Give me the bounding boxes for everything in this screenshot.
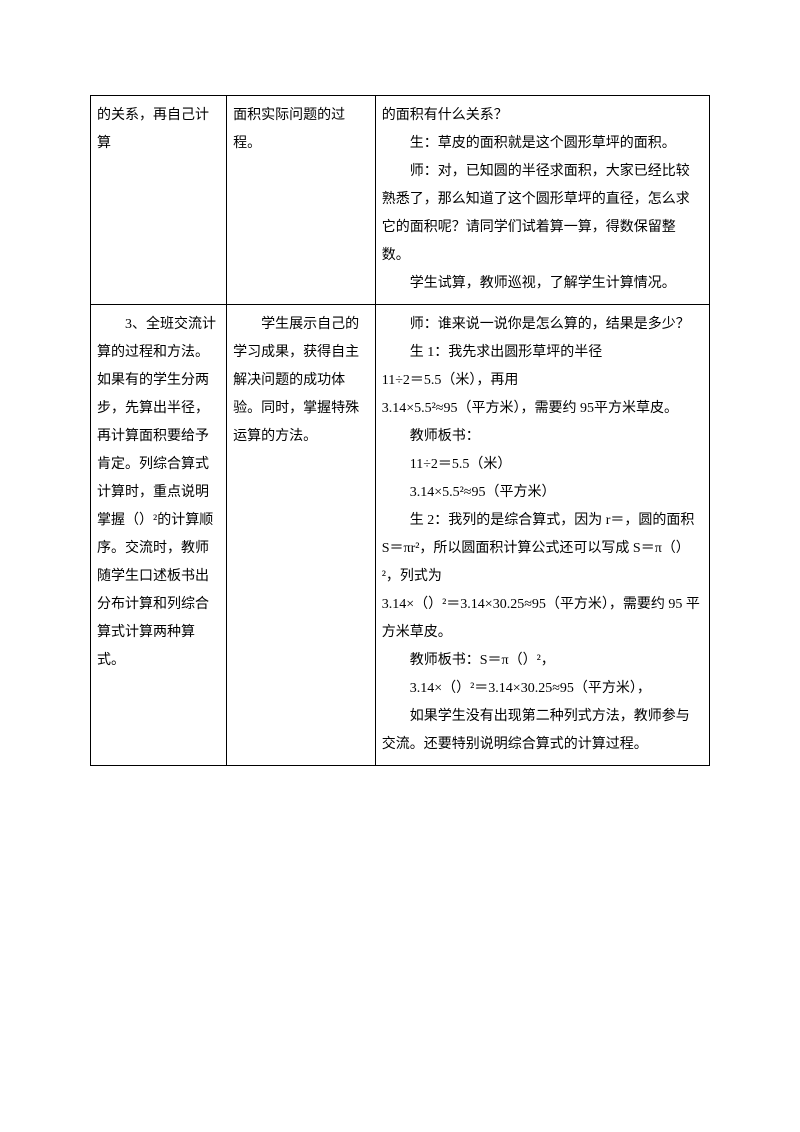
text-line: 的关系，再自己计算 [97,102,220,158]
text-line: 师：对，已知圆的半径求面积，大家已经比较熟悉了，那么知道了这个圆形草坪的直径，怎… [382,158,703,270]
table-row: 3、全班交流计算的过程和方法。如果有的学生分两步，先算出半径，再计算面积要给予肯… [91,305,710,766]
text-line: 教师板书：S＝π（）²， [382,647,703,675]
cell-purpose: 学生展示自己的学习成果，获得自主解决问题的成功体验。同时，掌握特殊运算的方法。 [227,305,376,766]
cell-purpose: 面积实际问题的过程。 [227,96,376,305]
text-line: 11÷2＝5.5（米），再用 [382,367,703,395]
text-line: 3、全班交流计算的过程和方法。如果有的学生分两步，先算出半径，再计算面积要给予肯… [97,311,220,675]
text-line: 3.14×（）²＝3.14×30.25≈95（平方米），需要约 95 平方米草皮… [382,591,703,647]
text-line: 3.14×（）²＝3.14×30.25≈95（平方米）， [382,675,703,703]
cell-dialogue: 师：谁来说一说你是怎么算的，结果是多少？ 生 1：我先求出圆形草坪的半径 11÷… [375,305,709,766]
cell-activity: 的关系，再自己计算 [91,96,227,305]
text-line: 教师板书： [382,423,703,451]
text-line: 3.14×5.5²≈95（平方米），需要约 95平方米草皮。 [382,395,703,423]
text-line: 3.14×5.5²≈95（平方米） [382,479,703,507]
text-line: 生 2：我列的是综合算式，因为 r＝，圆的面积 S＝πr²，所以圆面积计算公式还… [382,507,703,591]
text-line: 11÷2＝5.5（米） [382,451,703,479]
text-line: 学生展示自己的学习成果，获得自主解决问题的成功体验。同时，掌握特殊运算的方法。 [233,311,369,451]
text-line: 生：草皮的面积就是这个圆形草坪的面积。 [382,130,703,158]
text-line: 生 1：我先求出圆形草坪的半径 [382,339,703,367]
lesson-plan-table: 的关系，再自己计算 面积实际问题的过程。 的面积有什么关系？ 生：草皮的面积就是… [90,95,710,766]
text-line: 面积实际问题的过程。 [233,102,369,158]
text-line: 学生试算，教师巡视，了解学生计算情况。 [382,270,703,298]
text-line: 的面积有什么关系？ [382,102,703,130]
table-row: 的关系，再自己计算 面积实际问题的过程。 的面积有什么关系？ 生：草皮的面积就是… [91,96,710,305]
text-line: 如果学生没有出现第二种列式方法，教师参与交流。还要特别说明综合算式的计算过程。 [382,703,703,759]
cell-dialogue: 的面积有什么关系？ 生：草皮的面积就是这个圆形草坪的面积。 师：对，已知圆的半径… [375,96,709,305]
cell-activity: 3、全班交流计算的过程和方法。如果有的学生分两步，先算出半径，再计算面积要给予肯… [91,305,227,766]
text-line: 师：谁来说一说你是怎么算的，结果是多少？ [382,311,703,339]
